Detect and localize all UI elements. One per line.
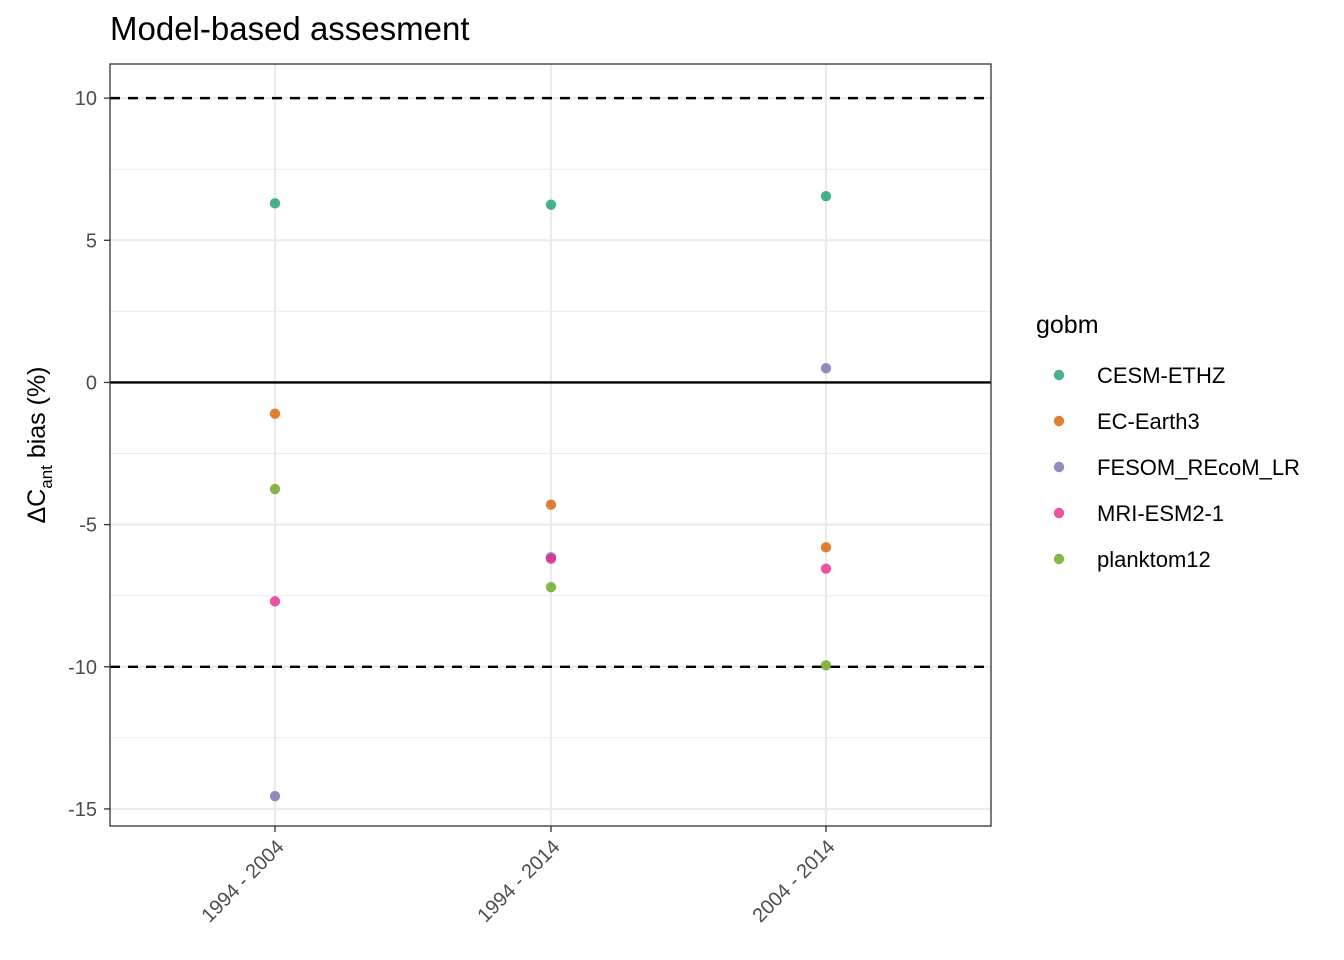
legend-key-cesm-ethz [1053, 369, 1065, 381]
x-tick-label: 2004 - 2014 [748, 836, 839, 927]
y-axis: 10 5 0 -5 -10 -15 [68, 88, 110, 821]
y-tick-label: 5 [86, 230, 97, 252]
legend: gobm CESM-ETHZ EC-Earth3 FESOM_REcoM_LR MRI… [1036, 311, 1300, 572]
data-point-fesom-recom-lr [820, 363, 832, 374]
legend-label-fesom-recom-lr: FESOM_REcoM_LR [1097, 455, 1300, 480]
y-axis-title-prefix: ΔC [23, 489, 51, 524]
legend-key-planktom12 [1053, 553, 1065, 565]
legend-label-mri-esm2-1: MRI-ESM2-1 [1097, 501, 1224, 526]
data-point-cesm-ethz [820, 191, 832, 202]
legend-key-fesom-recom-lr [1053, 461, 1065, 473]
legend-key-mri-esm2-1 [1053, 507, 1065, 519]
y-tick-label: 10 [75, 88, 97, 110]
data-point-ec-earth3 [269, 408, 281, 419]
data-point-planktom12 [820, 660, 832, 671]
legend-items: CESM-ETHZ EC-Earth3 FESOM_REcoM_LR MRI-ESM2… [1053, 363, 1300, 572]
plot-panel [109, 63, 992, 827]
y-axis-title: ΔCant bias (%) [23, 366, 56, 523]
legend-label-cesm-ethz: CESM-ETHZ [1097, 363, 1225, 388]
y-tick-label: -10 [68, 657, 97, 679]
chart-title: Model-based assesment [110, 10, 470, 47]
y-tick-label: 0 [86, 372, 97, 394]
y-axis-title-subscript: ant [37, 465, 56, 489]
data-point-mri-esm2-1 [269, 596, 281, 607]
reference-lines [110, 96, 991, 668]
data-point-cesm-ethz [269, 198, 281, 209]
data-points [269, 191, 832, 802]
x-axis: 1994 - 2004 1994 - 2014 2004 - 2014 [197, 826, 840, 927]
data-point-planktom12 [545, 581, 557, 593]
legend-label-planktom12: planktom12 [1097, 547, 1211, 572]
data-point-mri-esm2-1 [820, 563, 832, 574]
y-axis-title-suffix: bias (%) [23, 366, 51, 465]
data-point-mri-esm2-1 [545, 553, 557, 564]
data-point-cesm-ethz [545, 199, 557, 210]
data-point-ec-earth3 [820, 542, 832, 553]
legend-key-ec-earth3 [1053, 415, 1065, 427]
legend-title: gobm [1036, 311, 1099, 339]
y-tick-label: -5 [79, 515, 97, 537]
data-point-planktom12 [269, 483, 281, 495]
legend-label-ec-earth3: EC-Earth3 [1097, 409, 1200, 434]
data-point-fesom-recom-lr [269, 790, 281, 802]
x-tick-label: 1994 - 2004 [197, 836, 288, 927]
y-tick-label: -15 [68, 799, 97, 821]
x-tick-label: 1994 - 2014 [473, 836, 564, 927]
data-point-ec-earth3 [545, 499, 557, 510]
